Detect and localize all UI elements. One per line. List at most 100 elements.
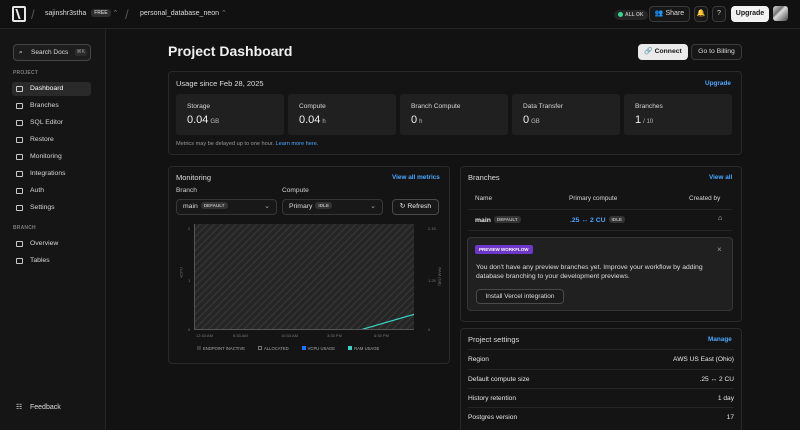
users-icon: 👥 bbox=[654, 10, 664, 17]
sql-editor-icon bbox=[16, 120, 23, 126]
branches-header-primary-compute: Primary compute bbox=[569, 195, 618, 202]
metric-branches: Branches 1/ 10 bbox=[624, 94, 732, 135]
chevron-down-icon: ⌄ bbox=[370, 203, 376, 210]
search-shortcut: ⌘K bbox=[74, 49, 87, 56]
project-selector[interactable]: personal_database_neon ⌃ bbox=[140, 9, 227, 17]
chevron-down-icon: ⌄ bbox=[264, 203, 270, 210]
legend-endpoint-inactive: ENDPOINT INACTIVE bbox=[197, 346, 245, 351]
sidebar-item-auth[interactable]: Auth bbox=[12, 184, 91, 198]
monitoring-title: Monitoring bbox=[176, 173, 212, 182]
y-left-tick-0: 0 bbox=[188, 327, 191, 332]
install-vercel-integration-button[interactable]: Install Vercel integration bbox=[476, 289, 564, 304]
branches-header-created-by: Created by bbox=[689, 195, 721, 202]
help-icon: ? bbox=[717, 10, 721, 17]
legend-vcpu-usage: VCPU USAGE bbox=[301, 346, 335, 351]
neon-logo-icon[interactable] bbox=[12, 6, 26, 22]
project-name: personal_database_neon bbox=[140, 10, 220, 17]
sidebar-item-tables[interactable]: Tables bbox=[12, 254, 91, 268]
sidebar-item-monitoring[interactable]: Monitoring bbox=[12, 150, 91, 164]
manage-settings-link[interactable]: Manage bbox=[708, 336, 732, 343]
breadcrumb-separator: / bbox=[125, 7, 129, 22]
link-icon: 🔗 bbox=[644, 48, 653, 55]
sidebar-item-restore[interactable]: Restore bbox=[12, 133, 91, 147]
integrations-icon bbox=[16, 171, 23, 177]
metric-branch-compute: Branch Compute 0 h bbox=[400, 94, 508, 135]
account-selector[interactable]: sajinshr3stha FREE ⌃ bbox=[45, 9, 118, 17]
metric-storage: Storage 0.04 GB bbox=[176, 94, 284, 135]
x-tick-2: 10:33 AM bbox=[281, 333, 298, 338]
view-all-branches-link[interactable]: View all bbox=[709, 174, 733, 181]
sidebar-item-settings[interactable]: Settings bbox=[12, 201, 91, 215]
account-name: sajinshr3stha bbox=[45, 10, 87, 17]
github-user-icon: ⌂ bbox=[718, 215, 723, 222]
upgrade-button[interactable]: Upgrade bbox=[731, 6, 769, 22]
monitoring-icon bbox=[16, 154, 23, 160]
sidebar-item-integrations[interactable]: Integrations bbox=[12, 167, 91, 181]
usage-title: Usage since Feb 28, 2025 bbox=[176, 79, 264, 88]
series-line-ram-usage bbox=[361, 313, 414, 329]
bell-icon: 🔔 bbox=[696, 10, 706, 17]
project-section-label: PROJECT bbox=[13, 70, 39, 76]
view-all-metrics-link[interactable]: View all metrics bbox=[392, 174, 440, 181]
project-settings-panel bbox=[460, 328, 742, 430]
settings-row-default-compute-size: Default compute size .25 ↔ 2 CU bbox=[468, 369, 734, 388]
status-dot-icon bbox=[618, 12, 623, 17]
feedback-link[interactable]: ☷ Feedback bbox=[16, 404, 61, 411]
status-badge[interactable]: ALL OK bbox=[614, 10, 648, 20]
chevron-up-down-icon: ⌃ bbox=[112, 10, 119, 17]
restore-icon bbox=[16, 137, 23, 143]
help-button[interactable]: ? bbox=[712, 6, 726, 22]
connect-button[interactable]: 🔗 Connect bbox=[638, 44, 688, 60]
usage-upgrade-link[interactable]: Upgrade bbox=[705, 80, 731, 87]
search-icon: ⌕ bbox=[19, 49, 23, 56]
close-icon[interactable]: × bbox=[717, 245, 722, 254]
x-tick-0: 12:33 AM bbox=[196, 333, 213, 338]
tables-icon bbox=[16, 258, 23, 264]
sidebar-item-sql-editor[interactable]: SQL Editor bbox=[12, 116, 91, 130]
avatar[interactable] bbox=[773, 6, 788, 21]
y-right-tick-0: 0 bbox=[428, 327, 431, 332]
sidebar-item-branches[interactable]: Branches bbox=[12, 99, 91, 113]
sidebar-item-overview[interactable]: Overview bbox=[12, 237, 91, 251]
y-right-tick-2: 2.15 bbox=[428, 226, 436, 231]
branch-select[interactable]: main DEFAULT ⌄ bbox=[176, 199, 277, 215]
page-title: Project Dashboard bbox=[168, 43, 293, 59]
chart-legend: ENDPOINT INACTIVE ALLOCATED VCPU USAGE R… bbox=[197, 346, 417, 351]
notifications-button[interactable]: 🔔 bbox=[694, 6, 708, 22]
legend-ram-usage: RAM USAGE bbox=[348, 346, 379, 351]
refresh-icon: ↻ bbox=[399, 203, 406, 210]
branch-field-label: Branch bbox=[176, 187, 197, 194]
auth-icon bbox=[16, 188, 23, 194]
branch-compute-size[interactable]: .25 ↔ 2 CU IDLE bbox=[570, 216, 625, 224]
y-left-tick-1: 1 bbox=[188, 278, 191, 283]
branches-header-name: Name bbox=[475, 195, 493, 202]
preview-workflow-text: You don't have any preview branches yet.… bbox=[476, 264, 703, 280]
go-to-billing-button[interactable]: Go to Billing bbox=[691, 44, 742, 60]
search-docs-button[interactable]: ⌕ Search Docs ⌘K bbox=[13, 44, 91, 61]
x-tick-4: 6:33 PM bbox=[374, 333, 389, 338]
learn-more-link[interactable]: Learn more here. bbox=[275, 141, 319, 147]
branches-title: Branches bbox=[468, 173, 500, 182]
refresh-button[interactable]: ↻ Refresh bbox=[392, 199, 439, 215]
breadcrumb-separator: / bbox=[31, 7, 35, 22]
endpoint-inactive-area bbox=[195, 224, 414, 329]
x-tick-3: 3:33 PM bbox=[327, 333, 342, 338]
settings-icon bbox=[16, 205, 23, 211]
dashboard-icon bbox=[16, 86, 23, 92]
monitoring-chart-svg bbox=[361, 313, 414, 329]
table-row[interactable]: main DEFAULT .25 ↔ 2 CU IDLE ⌂ bbox=[468, 209, 732, 231]
preview-workflow-card: PREVIEW WORKFLOW × You don't have any pr… bbox=[467, 237, 733, 311]
sidebar-item-dashboard[interactable]: Dashboard bbox=[12, 82, 91, 96]
branch-name[interactable]: main DEFAULT bbox=[475, 216, 521, 224]
project-settings-title: Project settings bbox=[468, 335, 520, 344]
share-button[interactable]: 👥 Share bbox=[649, 6, 690, 22]
y-left-tick-2: 2 bbox=[188, 226, 191, 231]
settings-row-region: Region AWS US East (Ohio) bbox=[468, 349, 734, 368]
settings-row-postgres-version: Postgres version 17 bbox=[468, 407, 734, 426]
usage-delay-note: Metrics may be delayed up to one hour. L… bbox=[176, 141, 319, 147]
y-right-tick-1: 1.25 bbox=[428, 278, 436, 283]
overview-icon bbox=[16, 241, 23, 247]
compute-select[interactable]: Primary IDLE ⌄ bbox=[282, 199, 383, 215]
x-tick-1: 6:33 AM bbox=[233, 333, 248, 338]
settings-row-history-retention: History retention 1 day bbox=[468, 388, 734, 407]
